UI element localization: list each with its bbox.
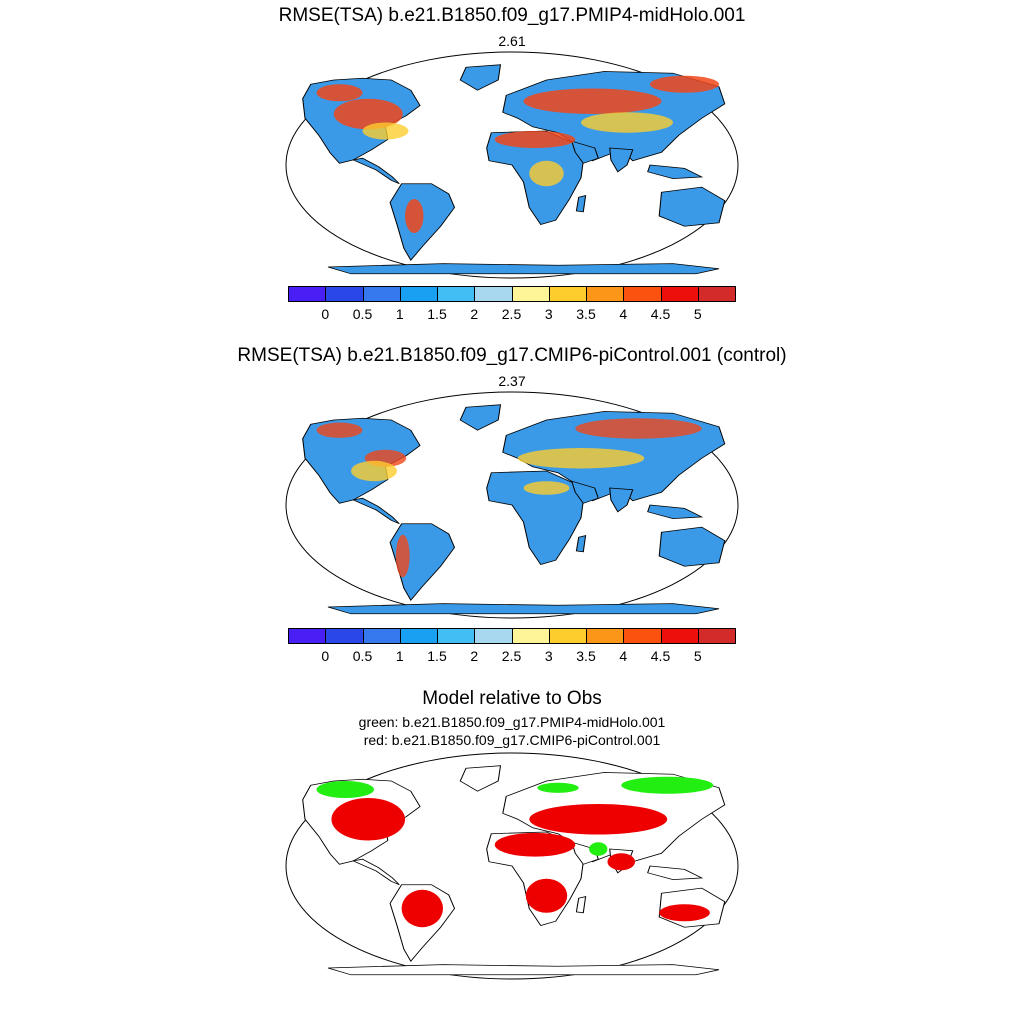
colorbar-swatch bbox=[586, 628, 625, 644]
panel3-green-legend: green: b.e21.B1850.f09_g17.PMIP4-midHolo… bbox=[358, 714, 666, 730]
colorbar-tick-label: 1.5 bbox=[427, 648, 447, 664]
colorbar-swatch bbox=[288, 286, 327, 302]
panel1-title: RMSE(TSA) b.e21.B1850.f09_g17.PMIP4-midH… bbox=[278, 5, 746, 26]
colorbar-swatch bbox=[511, 628, 550, 644]
panel1-global-rmse: 2.61 bbox=[498, 33, 526, 49]
colorbar-swatch bbox=[660, 286, 699, 302]
colorbar-swatch bbox=[437, 628, 476, 644]
colorbar-tick-label: 2.5 bbox=[501, 648, 522, 664]
map2-warm bbox=[351, 448, 645, 495]
colorbar-tick-label: 3 bbox=[544, 648, 553, 664]
colorbar-tick-label: 3 bbox=[544, 306, 553, 322]
colorbar-tick-label: 1 bbox=[395, 306, 404, 322]
colorbar-tick-label: 3.5 bbox=[576, 648, 596, 664]
map3-green-regions bbox=[316, 776, 714, 856]
colorbar-swatch bbox=[697, 286, 736, 302]
panel2-title: RMSE(TSA) b.e21.B1850.f09_g17.CMIP6-piCo… bbox=[237, 345, 787, 366]
map1-warm bbox=[362, 112, 673, 187]
map2-land bbox=[302, 404, 726, 615]
colorbar-swatch bbox=[586, 286, 625, 302]
colorbar-swatch bbox=[474, 286, 513, 302]
colorbar-tick-label: 1.5 bbox=[427, 306, 447, 322]
colorbar-2: 0 0.5 1 1.5 2 2.5 3 3.5 4 4.5 5 bbox=[288, 628, 736, 668]
map3 bbox=[285, 752, 739, 980]
colorbar-swatch bbox=[623, 628, 662, 644]
colorbar-tick-label: 0.5 bbox=[352, 306, 373, 322]
panel3-title: Model relative to Obs bbox=[422, 688, 602, 709]
colorbar-swatch bbox=[362, 628, 401, 644]
map3-red-regions bbox=[331, 798, 710, 928]
colorbar-swatch bbox=[325, 286, 364, 302]
colorbar-tick-label: 5 bbox=[693, 306, 702, 322]
colorbar-swatch bbox=[511, 286, 550, 302]
colorbar-swatch bbox=[288, 628, 327, 644]
colorbar-tick-label: 0 bbox=[321, 648, 330, 664]
colorbar-1: 0 0.5 1 1.5 2 2.5 3 3.5 4 4.5 5 bbox=[288, 286, 736, 326]
map2 bbox=[285, 391, 739, 619]
colorbar-tick-label: 1 bbox=[395, 648, 404, 664]
colorbar-swatch bbox=[660, 628, 699, 644]
panel3-red-legend: red: b.e21.B1850.f09_g17.CMIP6-piControl… bbox=[363, 732, 661, 748]
panel2-global-rmse: 2.37 bbox=[498, 373, 526, 389]
map1-hotspots bbox=[316, 75, 719, 233]
colorbar-tick-label: 0.5 bbox=[352, 648, 373, 664]
colorbar-tick-label: 4.5 bbox=[650, 648, 671, 664]
colorbar-swatch bbox=[697, 628, 736, 644]
colorbar-tick-label: 4 bbox=[619, 648, 628, 664]
colorbar-swatch bbox=[399, 286, 438, 302]
colorbar-tick-label: 2.5 bbox=[501, 306, 522, 322]
colorbar-swatch bbox=[437, 286, 476, 302]
colorbar-tick-label: 2 bbox=[470, 306, 479, 322]
colorbar-tick-label: 5 bbox=[693, 648, 702, 664]
colorbar-swatch bbox=[362, 286, 401, 302]
colorbar-tick-label: 4.5 bbox=[650, 306, 671, 322]
map3-land bbox=[302, 765, 726, 976]
colorbar-tick-label: 0 bbox=[321, 306, 330, 322]
colorbar-swatch bbox=[399, 628, 438, 644]
colorbar-swatch bbox=[325, 628, 364, 644]
colorbar-swatch bbox=[474, 628, 513, 644]
colorbar-swatch bbox=[548, 286, 587, 302]
colorbar-tick-label: 2 bbox=[470, 648, 479, 664]
colorbar-swatch bbox=[623, 286, 662, 302]
colorbar-tick-label: 4 bbox=[619, 306, 628, 322]
colorbar-tick-label: 3.5 bbox=[576, 306, 596, 322]
map1-land bbox=[302, 64, 726, 275]
map1 bbox=[285, 51, 739, 279]
colorbar-swatch bbox=[548, 628, 587, 644]
